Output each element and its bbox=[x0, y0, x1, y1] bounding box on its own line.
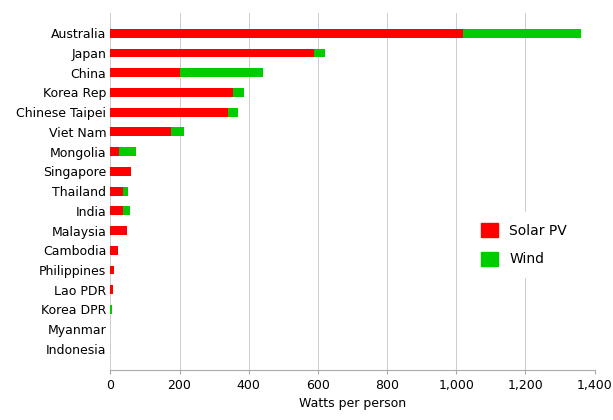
Bar bbox=[119, 147, 135, 156]
Bar bbox=[110, 186, 123, 196]
Bar bbox=[171, 128, 184, 136]
Bar bbox=[463, 29, 581, 38]
Bar bbox=[110, 305, 112, 314]
Bar bbox=[110, 167, 131, 176]
Bar bbox=[110, 246, 118, 255]
Bar bbox=[110, 88, 233, 97]
Bar bbox=[110, 128, 171, 136]
Bar bbox=[314, 49, 325, 58]
Bar bbox=[123, 186, 128, 196]
Bar bbox=[110, 285, 113, 294]
Bar bbox=[110, 49, 314, 58]
Bar bbox=[110, 226, 127, 235]
Bar bbox=[180, 68, 262, 77]
Bar bbox=[123, 206, 130, 215]
Bar bbox=[110, 29, 463, 38]
Bar bbox=[110, 265, 114, 274]
Bar bbox=[110, 108, 228, 117]
Bar bbox=[233, 88, 243, 97]
X-axis label: Watts per person: Watts per person bbox=[299, 397, 406, 410]
Legend: Solar PV, Wind: Solar PV, Wind bbox=[470, 212, 578, 278]
Bar bbox=[110, 206, 123, 215]
Bar bbox=[110, 68, 180, 77]
Bar bbox=[228, 108, 238, 117]
Bar bbox=[110, 147, 119, 156]
